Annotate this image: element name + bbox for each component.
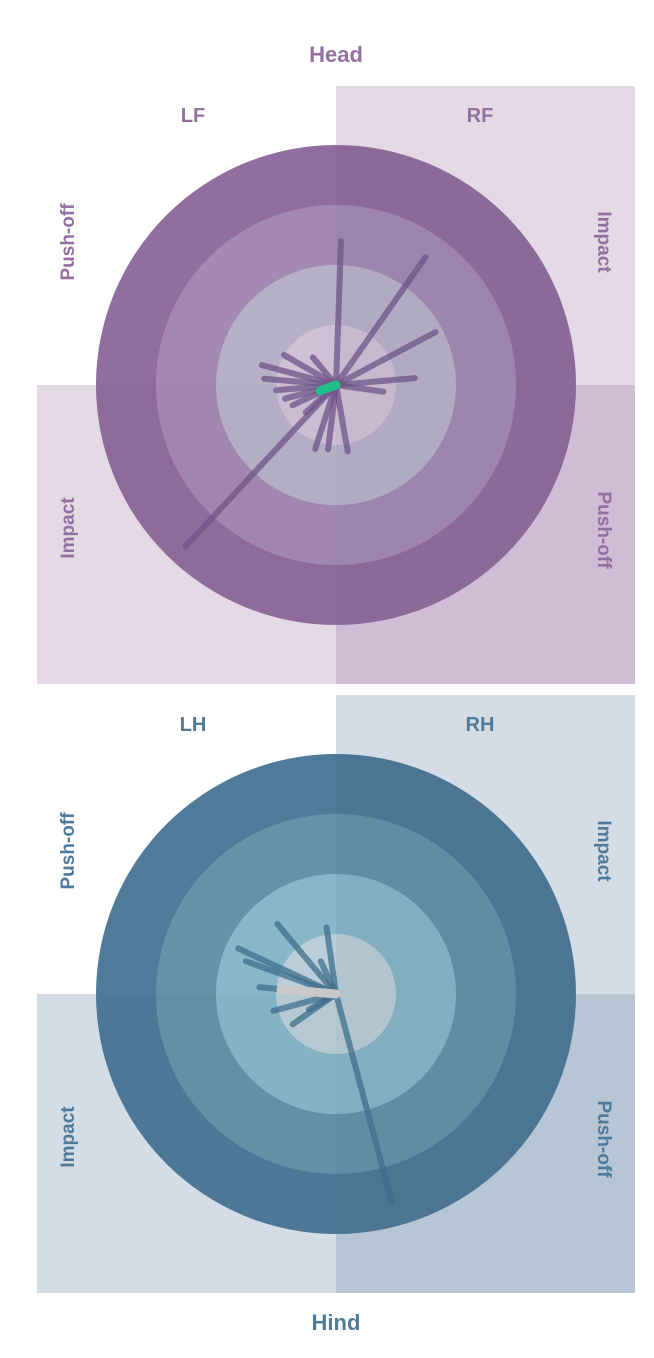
hind-vectors bbox=[235, 921, 395, 1206]
front-impact-left-label: Impact bbox=[58, 497, 79, 559]
lh-label: LH bbox=[180, 714, 207, 736]
front-pushoff-right-label: Push-off bbox=[593, 491, 614, 569]
front-vector-4 bbox=[333, 382, 387, 395]
hind-vector-2 bbox=[274, 921, 339, 997]
hind-pushoff-right-label: Push-off bbox=[593, 1100, 614, 1178]
head-label: Head bbox=[309, 42, 363, 67]
hind-right-shade bbox=[336, 754, 576, 1234]
hind-impact-right-label: Impact bbox=[593, 820, 614, 882]
front-mean-vector bbox=[315, 380, 341, 396]
hind-vector-8 bbox=[323, 924, 339, 997]
hind-pushoff-left-label: Push-off bbox=[58, 812, 79, 890]
lf-label: LF bbox=[181, 105, 205, 127]
front-vector-0 bbox=[333, 254, 429, 388]
front-panel bbox=[37, 86, 635, 684]
hind-label: Hind bbox=[312, 1310, 361, 1335]
front-vector-15 bbox=[333, 382, 351, 455]
front-impact-right-label: Impact bbox=[593, 211, 614, 273]
rf-label: RF bbox=[467, 105, 494, 127]
rh-label: RH bbox=[466, 714, 495, 736]
hind-vector-9 bbox=[333, 991, 395, 1206]
hind-mean-vector bbox=[276, 984, 341, 999]
front-vector-12 bbox=[182, 382, 339, 550]
hind-panel bbox=[37, 695, 635, 1293]
front-pushoff-left-label: Push-off bbox=[58, 203, 79, 281]
front-vector-1 bbox=[333, 238, 344, 388]
front-vector-14 bbox=[325, 382, 339, 453]
front-vector-16 bbox=[309, 354, 339, 388]
front-vector-2 bbox=[333, 329, 439, 388]
hind-impact-left-label: Impact bbox=[58, 1106, 79, 1168]
hind-vector-7 bbox=[289, 991, 339, 1028]
front-vectors bbox=[182, 238, 439, 550]
